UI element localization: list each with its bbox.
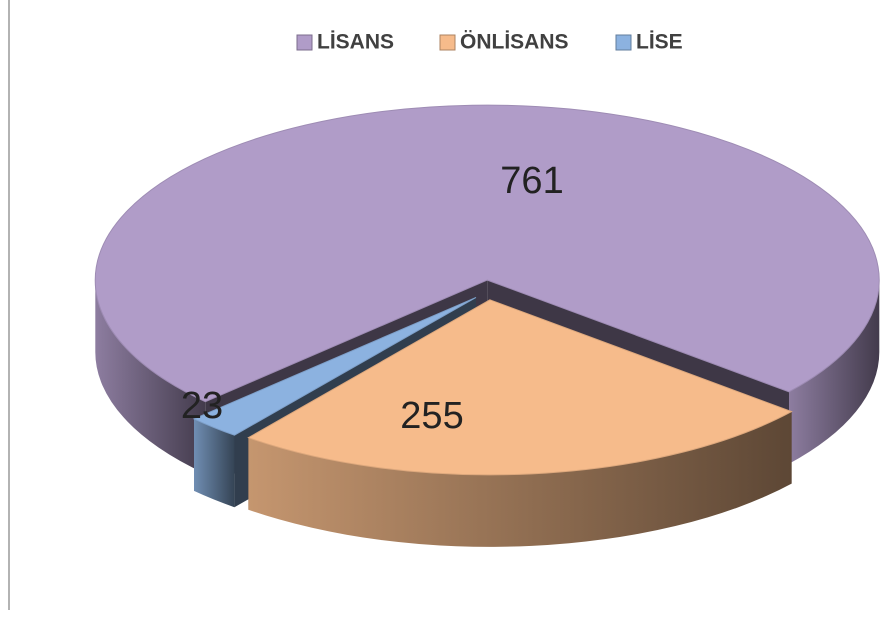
legend-label: ÖNLİSANS: [460, 31, 569, 54]
legend-swatch: [439, 34, 456, 51]
slice: [94, 104, 880, 403]
slice: [192, 296, 477, 436]
data-label: 255: [400, 395, 463, 437]
slice-wall: [194, 418, 235, 508]
legend-swatch: [615, 34, 632, 51]
legend-label: LİSE: [636, 31, 683, 54]
pie: 761 255 23: [94, 104, 880, 547]
legend-swatch: [296, 34, 313, 51]
slice-wall: [95, 280, 206, 474]
legend-label: LİSANS: [317, 31, 394, 54]
slice-wall: [248, 411, 792, 547]
slice-wall: [789, 280, 880, 464]
data-label: 761: [500, 160, 563, 202]
data-label: 23: [181, 385, 223, 427]
slice: [247, 299, 793, 476]
legend: LİSANS ÖNLİSANS LİSE: [296, 31, 683, 54]
